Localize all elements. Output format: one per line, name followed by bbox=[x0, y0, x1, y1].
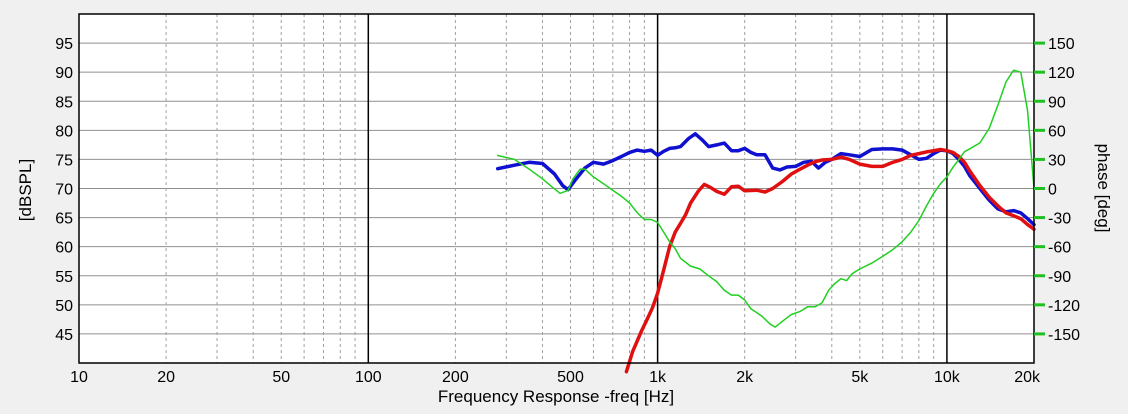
x-tick-label: 500 bbox=[557, 369, 584, 386]
x-tick-label: 200 bbox=[442, 369, 469, 386]
y2-tick-label: -90 bbox=[1048, 269, 1071, 286]
y2-tick-label: -60 bbox=[1048, 240, 1071, 257]
y2-tick-label: 90 bbox=[1048, 94, 1066, 111]
grid-lines bbox=[79, 14, 1034, 363]
y2-tick-label: 150 bbox=[1048, 36, 1075, 53]
y-tick-label: 80 bbox=[55, 123, 73, 140]
x-tick-label: 5k bbox=[851, 369, 869, 386]
y2-tick-label: -150 bbox=[1048, 327, 1080, 344]
x-tick-label: 20 bbox=[157, 369, 175, 386]
series-group bbox=[495, 69, 1036, 374]
y2-tick-label: -120 bbox=[1048, 298, 1080, 315]
y2-tick-label: 30 bbox=[1048, 152, 1066, 169]
y-tick-label: 60 bbox=[55, 240, 73, 257]
right-axis-ticks: 150 120 90 60 30 0 -30 -60 -90 -120 -150 bbox=[1034, 36, 1080, 344]
x-tick-label: 2k bbox=[736, 369, 754, 386]
y-tick-label: 55 bbox=[55, 269, 73, 286]
left-axis-ticks: 45 50 55 60 65 70 75 80 85 90 95 bbox=[55, 36, 73, 344]
y-tick-label: 85 bbox=[55, 94, 73, 111]
series-line-1 bbox=[624, 147, 1036, 374]
y-tick-label: 90 bbox=[55, 65, 73, 82]
y-tick-label: 95 bbox=[55, 36, 73, 53]
x-axis-label: Frequency Response -freq [Hz] bbox=[438, 387, 674, 406]
x-tick-label: 1k bbox=[649, 369, 667, 386]
x-tick-label: 10 bbox=[70, 369, 88, 386]
x-tick-label: 20k bbox=[1014, 369, 1041, 386]
y-tick-label: 70 bbox=[55, 182, 73, 199]
y2-tick-label: 120 bbox=[1048, 65, 1075, 82]
y-tick-label: 45 bbox=[55, 327, 73, 344]
y-tick-label: 50 bbox=[55, 298, 73, 315]
series-line-2 bbox=[496, 69, 1035, 328]
y2-tick-label: 60 bbox=[1048, 123, 1066, 140]
y-tick-label: 75 bbox=[55, 152, 73, 169]
y2-tick-label: -30 bbox=[1048, 211, 1071, 228]
x-axis-ticks: 10 20 50 100 200 500 1k 2k 5k 10k 20k bbox=[70, 369, 1041, 386]
y-tick-label: 65 bbox=[55, 211, 73, 228]
x-tick-label: 50 bbox=[272, 369, 290, 386]
y-axis-label: [dBSPL] bbox=[16, 159, 35, 221]
y2-axis-label: phase [deg] bbox=[1094, 144, 1113, 233]
x-tick-label: 10k bbox=[934, 369, 961, 386]
y2-tick-label: 0 bbox=[1048, 182, 1057, 199]
x-tick-label: 100 bbox=[355, 369, 382, 386]
